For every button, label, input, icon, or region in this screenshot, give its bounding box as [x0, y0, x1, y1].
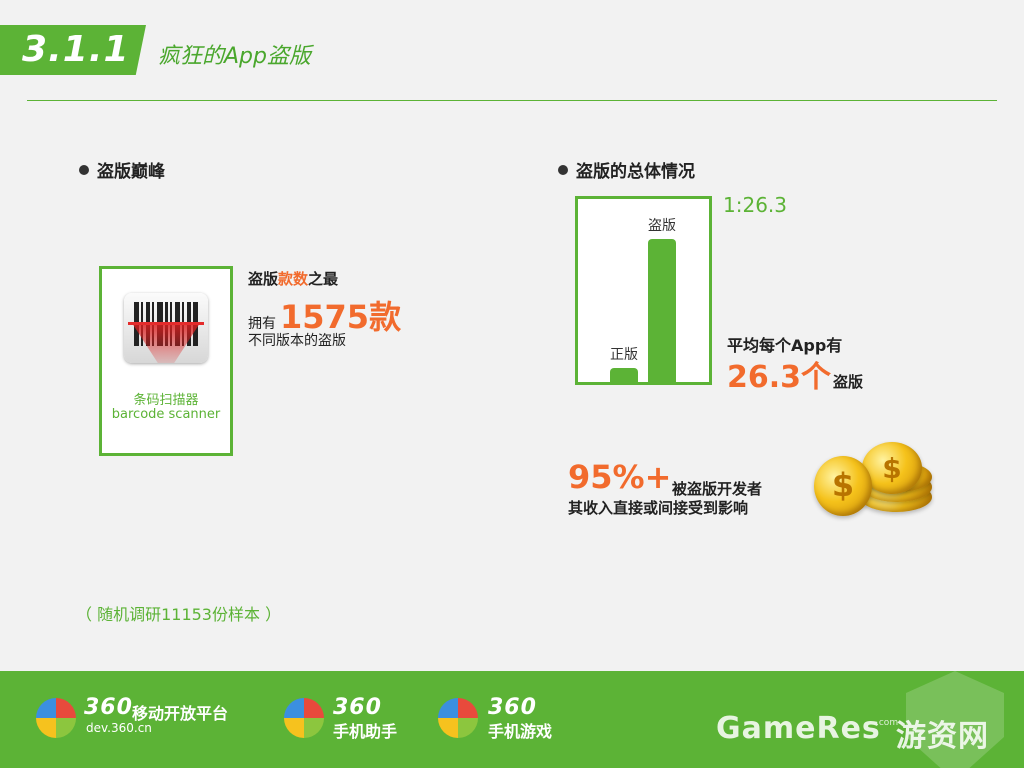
- bar-label-legit: 正版: [610, 347, 638, 363]
- app-name-en: barcode scanner: [111, 407, 221, 422]
- 360-logo-icon: [284, 698, 324, 738]
- average-value: 26.3个: [727, 360, 832, 395]
- piracy-ratio-chart: 正版 盗版: [575, 196, 712, 385]
- 360-logo-icon: [438, 698, 478, 738]
- pirated-count-line: 拥有 1575款: [248, 292, 401, 338]
- affected-text-1: 被盗版开发者: [672, 480, 763, 498]
- affected-percent: 95%+: [568, 458, 672, 496]
- scan-line: [128, 322, 204, 325]
- bar-legit: [610, 368, 638, 382]
- pirated-count-subtitle: 不同版本的盗版: [248, 333, 346, 349]
- sample-note: （ 随机调研11153份样本 ）: [76, 605, 282, 624]
- 360-logo-icon: [36, 698, 76, 738]
- brand-dev-platform: 移动开放平台: [132, 704, 229, 723]
- barcode-scanner-card: 条码扫描器 barcode scanner: [99, 266, 233, 456]
- left-heading-text: 盗版巅峰: [97, 162, 165, 182]
- brand-dev-url: dev.360.cn: [86, 721, 152, 735]
- average-value-line: 26.3个 盗版: [727, 352, 863, 396]
- section-badge: [0, 25, 146, 75]
- app-name-cn: 条码扫描器: [133, 393, 199, 408]
- gameres-cn-watermark: 游资网: [896, 719, 989, 754]
- left-heading: 盗版巅峰: [79, 157, 165, 182]
- right-heading-text: 盗版的总体情况: [576, 162, 695, 182]
- pirated-count: 1575款: [280, 298, 402, 336]
- bullet-icon: [558, 164, 568, 175]
- gameres-watermark: GameRes: [716, 711, 881, 746]
- section-title: 疯狂的App盗版: [158, 44, 311, 69]
- right-heading: 盗版的总体情况: [558, 157, 695, 182]
- gold-coins-icon: $ $: [812, 438, 936, 524]
- header-divider: [27, 100, 997, 101]
- max-pirated-title: 盗版款数之最: [248, 270, 339, 288]
- brand-app-assistant: 手机助手: [333, 722, 398, 741]
- bar-label-pirated: 盗版: [648, 218, 676, 234]
- section-number: 3.1.1: [22, 29, 130, 70]
- bullet-icon: [79, 164, 89, 175]
- ratio-label: 1:26.3: [723, 193, 787, 217]
- brand-mobile-games: 手机游戏: [488, 722, 553, 741]
- barcode-scanner-app-icon: [124, 293, 208, 363]
- footer-bar: 360 移动开放平台 dev.360.cn 360 手机助手 360 手机游戏 …: [0, 671, 1024, 768]
- affected-text-2: 其收入直接或间接受到影响: [568, 499, 749, 517]
- bar-pirated: [648, 239, 676, 382]
- average-text: 平均每个App有: [727, 336, 843, 355]
